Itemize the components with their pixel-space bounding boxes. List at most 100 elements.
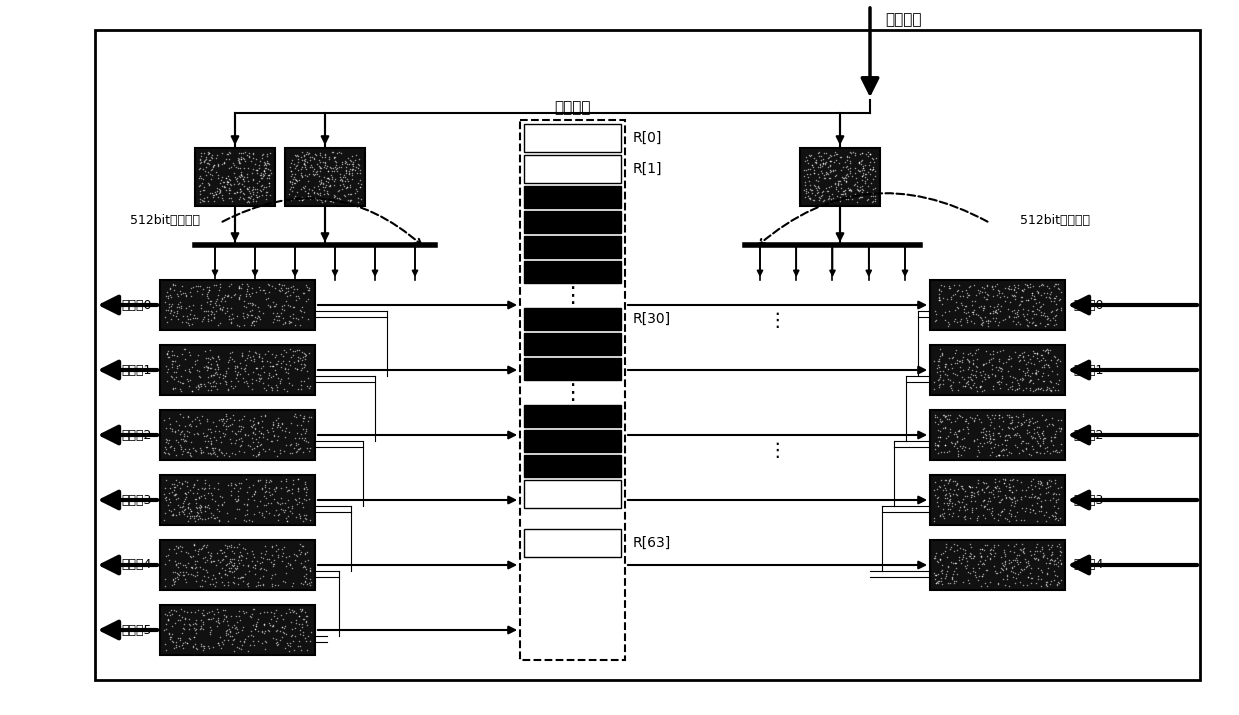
Point	[940, 383, 960, 394]
Point	[167, 362, 187, 373]
Point	[268, 355, 287, 367]
Point	[992, 415, 1012, 426]
Point	[1018, 356, 1038, 368]
Point	[176, 491, 196, 503]
Point	[233, 310, 253, 322]
Point	[183, 282, 203, 293]
Point	[289, 485, 309, 496]
Point	[1007, 507, 1027, 518]
Point	[1033, 375, 1053, 386]
Point	[1036, 358, 1056, 370]
Text: ⋮: ⋮	[768, 310, 787, 330]
Point	[238, 561, 258, 572]
Point	[859, 181, 878, 192]
Point	[285, 190, 305, 202]
Point	[285, 345, 305, 356]
Point	[929, 373, 949, 385]
Point	[155, 312, 175, 323]
Point	[1005, 290, 1025, 302]
Point	[162, 608, 182, 620]
Point	[230, 282, 250, 294]
Point	[198, 316, 218, 327]
Point	[270, 285, 290, 297]
Point	[191, 638, 211, 649]
Point	[273, 556, 292, 567]
Point	[299, 148, 318, 159]
Point	[980, 425, 1000, 437]
Point	[268, 515, 287, 526]
Point	[834, 185, 854, 197]
Point	[238, 559, 258, 571]
Point	[238, 308, 258, 320]
Point	[331, 172, 351, 183]
Point	[310, 193, 330, 204]
Point	[1048, 556, 1068, 567]
Point	[1042, 546, 1062, 558]
Point	[245, 429, 265, 440]
Point	[999, 421, 1018, 433]
Point	[224, 645, 244, 656]
Point	[1031, 573, 1051, 585]
Point	[280, 311, 300, 322]
Point	[254, 627, 274, 638]
Point	[222, 419, 242, 430]
Point	[286, 511, 306, 522]
Point	[973, 495, 992, 507]
Point	[926, 552, 945, 563]
Point	[1044, 569, 1064, 581]
Point	[1030, 478, 1049, 490]
Point	[185, 544, 204, 556]
Point	[214, 580, 234, 591]
Point	[217, 365, 237, 377]
Point	[192, 410, 212, 421]
Point	[287, 153, 307, 164]
Point	[166, 488, 186, 500]
Point	[935, 359, 955, 370]
Point	[940, 489, 960, 500]
Point	[320, 162, 339, 173]
Point	[937, 474, 957, 485]
Point	[214, 157, 234, 168]
Point	[963, 308, 983, 320]
Point	[825, 164, 845, 176]
Point	[856, 168, 876, 179]
Point	[812, 190, 831, 202]
Point	[1038, 319, 1058, 330]
Point	[866, 153, 886, 164]
Point	[228, 554, 248, 566]
Point	[819, 181, 839, 192]
Point	[971, 300, 991, 312]
Point	[285, 177, 305, 189]
Point	[990, 382, 1010, 393]
Point	[929, 288, 949, 300]
Point	[984, 345, 1004, 357]
Point	[1031, 495, 1051, 507]
Point	[973, 483, 992, 495]
Point	[270, 282, 290, 294]
Point	[971, 416, 991, 428]
Point	[243, 181, 263, 192]
Point	[259, 370, 279, 381]
Point	[256, 499, 276, 511]
Point	[929, 285, 949, 296]
Point	[1037, 567, 1057, 578]
Point	[201, 487, 221, 498]
Point	[275, 621, 295, 632]
Point	[263, 419, 282, 430]
Point	[989, 475, 1009, 487]
Point	[940, 423, 960, 435]
Point	[177, 446, 197, 458]
Point	[271, 285, 291, 296]
Point	[291, 379, 311, 390]
Point	[1014, 435, 1033, 447]
Point	[287, 498, 307, 509]
Point	[926, 548, 945, 559]
Point	[332, 158, 352, 169]
Point	[808, 161, 828, 172]
Point	[821, 188, 841, 199]
Point	[949, 279, 969, 290]
Point	[1020, 376, 1040, 388]
Point	[193, 609, 213, 621]
Point	[1046, 291, 1066, 302]
Point	[280, 360, 300, 371]
